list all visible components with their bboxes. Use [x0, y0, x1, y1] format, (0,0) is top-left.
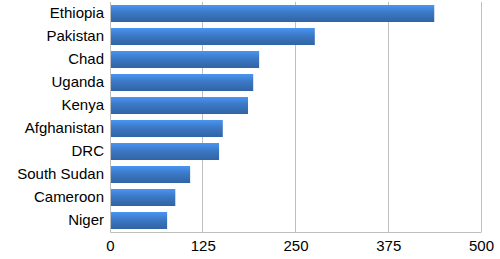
y-tick-label: South Sudan [17, 165, 104, 182]
bar [110, 189, 175, 206]
y-tick: Uganda [51, 73, 110, 90]
y-axis: Ethiopia Pakistan Chad Uganda Kenya Afghanist… [17, 3, 110, 233]
y-tick: Chad [68, 50, 110, 67]
y-tick-label: Afghanistan [25, 119, 104, 136]
y-tick: Niger [68, 211, 110, 228]
y-tick-label: DRC [72, 142, 105, 159]
y-tick-label: Kenya [61, 96, 104, 113]
x-tick-label: 500 [469, 237, 494, 254]
y-tick-label: Pakistan [46, 27, 104, 44]
x-tick: 0 [106, 232, 114, 254]
y-tick: South Sudan [17, 165, 110, 182]
x-tick: 250 [283, 232, 308, 254]
plot: 0 125 250 375 500 Ethiopia Pakistan Chad Uganda K… [17, 2, 494, 254]
x-axis: 0 125 250 375 500 [106, 232, 494, 254]
grid [110, 2, 481, 232]
bar [110, 28, 315, 45]
y-tick: Pakistan [46, 27, 110, 44]
x-tick-label: 0 [106, 237, 114, 254]
y-tick: Cameroon [34, 188, 110, 205]
x-tick: 500 [469, 232, 494, 254]
y-tick-label: Ethiopia [50, 4, 105, 21]
bar [110, 212, 167, 229]
y-tick: Ethiopia [50, 4, 110, 21]
bar [110, 51, 259, 68]
bar [110, 166, 190, 183]
bar [110, 120, 223, 137]
x-tick: 375 [376, 232, 401, 254]
x-tick-label: 125 [191, 237, 216, 254]
y-tick-label: Uganda [51, 73, 104, 90]
grid-line [481, 2, 482, 232]
x-tick-label: 250 [283, 237, 308, 254]
bars [110, 5, 434, 229]
chart: 0 125 250 375 500 Ethiopia Pakistan Chad Uganda K… [0, 0, 500, 259]
bar [110, 97, 248, 114]
x-tick-label: 375 [376, 237, 401, 254]
y-tick: Kenya [61, 96, 110, 113]
grid-line [388, 2, 389, 232]
y-tick-label: Chad [68, 50, 104, 67]
bar [110, 74, 253, 91]
x-axis-line [111, 232, 482, 233]
bar [110, 5, 434, 22]
y-tick-label: Cameroon [34, 188, 104, 205]
y-axis-line [110, 3, 111, 233]
y-tick-label: Niger [68, 211, 104, 228]
y-tick: Afghanistan [25, 119, 110, 136]
y-tick: DRC [72, 142, 111, 159]
bar [110, 143, 219, 160]
grid-line [110, 2, 111, 232]
x-tick: 125 [191, 232, 216, 254]
